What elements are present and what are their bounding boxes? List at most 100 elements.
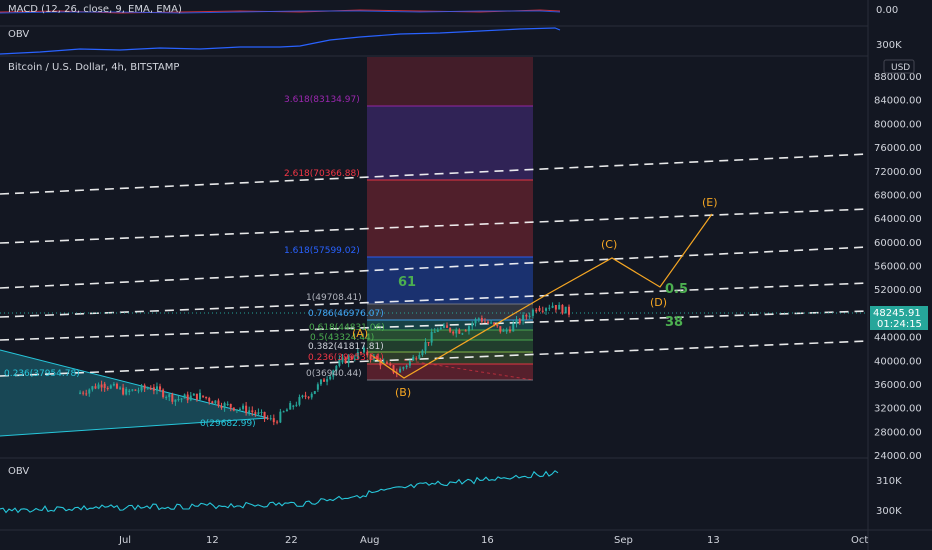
price-tick: 80000.00 [874,119,922,130]
fib-left-label: 0(29682.99) [200,419,256,429]
candle-body [471,323,474,327]
candle-body [88,389,91,394]
candle-body [146,388,149,390]
candle-body [531,309,534,316]
candle-body [487,321,490,324]
candle-body [313,391,316,394]
candle-body [480,318,483,322]
price-tick: 72000.00 [874,167,922,178]
fib-level-label: 3.618(83134.97) [284,95,360,105]
candle-body [436,330,439,332]
candle-body [319,379,322,385]
candle-body [251,410,254,413]
candle-body [238,408,241,410]
candle-body [545,308,548,311]
date-tick: 12 [206,535,219,546]
candle-body [276,421,279,423]
fib-zone-0618 [367,330,533,340]
candle-body [97,384,100,389]
candle-body [415,358,418,360]
fib-level-label: 2.618(70366.88) [284,169,360,179]
candle-body [279,411,282,423]
candle-body [449,327,452,332]
candle-body [483,321,486,323]
candle-body [408,360,411,366]
price-tick: 68000.00 [874,190,922,201]
price-tick: 36000.00 [874,380,922,391]
candle-body [382,362,385,364]
candle-body [232,407,235,411]
candle-body [100,384,103,388]
candle-body [199,392,201,400]
candle-body [359,352,362,354]
candle-body [208,398,211,402]
candle-body [229,403,232,408]
candle-body [477,318,480,320]
macd-pane: MACD (12, 26, close, 9, EMA, EMA) 0.00 [0,4,898,16]
candle-body [329,376,332,380]
price-tick: 44000.00 [874,333,922,344]
candle-body [91,386,94,390]
price-tick: 64000.00 [874,214,922,225]
fib-left-label: 0.236(37954.78) [4,369,80,379]
fib-zone-1 [367,304,533,320]
candlestick-series[interactable] [79,302,570,426]
candle-body [226,403,229,406]
candle-body [350,356,353,359]
obv-top-pane: OBV 300K [0,27,902,55]
obv-bottom-tick-1: 310K [876,476,902,487]
candle-body [558,304,561,310]
candle-body [515,319,518,324]
fib-level-label: 0.5(43324.44) [310,333,374,343]
candle-body [85,393,88,395]
candle-body [119,387,122,389]
obv-top-tick: 300K [876,40,902,51]
date-tick: Aug [360,535,380,546]
candle-body [338,359,341,366]
symbol-title: Bitcoin / U.S. Dollar, 4h, BITSTAMP [8,62,179,73]
candle-body [467,326,470,332]
candle-body [301,395,304,398]
candle-body [180,398,183,400]
candle-body [548,307,551,309]
candle-body [131,389,134,391]
candle-body [452,331,455,334]
price-tick: 76000.00 [874,143,922,154]
fib-zone-top [367,57,533,106]
price-tick: 40000.00 [874,356,922,367]
candle-body [392,365,395,373]
candle-body [512,323,515,332]
candle-body [94,386,97,389]
price-axis[interactable]: 88000.00 84000.00 80000.00 76000.00 72000.00… [874,72,922,462]
price-plot[interactable] [0,57,868,437]
date-tick: 13 [707,535,720,546]
candle-body [128,390,131,393]
currency-badge[interactable] [883,59,915,74]
candle-body [192,393,195,396]
candle-body [162,389,165,398]
candle-body [149,388,152,390]
candle-body [310,393,313,398]
date-tick: Sep [614,535,633,546]
macd-title: MACD (12, 26, close, 9, EMA, EMA) [8,4,182,15]
fib-labels: 3.618(83134.97) 2.618(70366.88) 1.618(5759… [4,95,385,429]
triangle-pattern [0,350,268,436]
candle-body [508,329,511,332]
fib-level-label: 0.618(44831.06) [309,323,385,333]
candle-body [474,319,477,324]
candle-body [439,327,442,329]
candle-body [518,319,521,324]
candle-body [496,324,499,327]
price-tick: 52000.00 [874,285,922,296]
obv-bottom-pane: OBV 310K 300K [0,466,902,517]
triangle-lower-edge [0,417,269,437]
candle-body [347,356,350,364]
time-axis[interactable]: Jul 12 22 Aug 16 Sep 13 Oct [118,535,868,546]
fib-lines [367,105,533,381]
price-tick: 88000.00 [874,72,922,83]
candle-body [298,397,301,405]
candle-body [564,306,567,314]
candle-body [316,384,319,390]
